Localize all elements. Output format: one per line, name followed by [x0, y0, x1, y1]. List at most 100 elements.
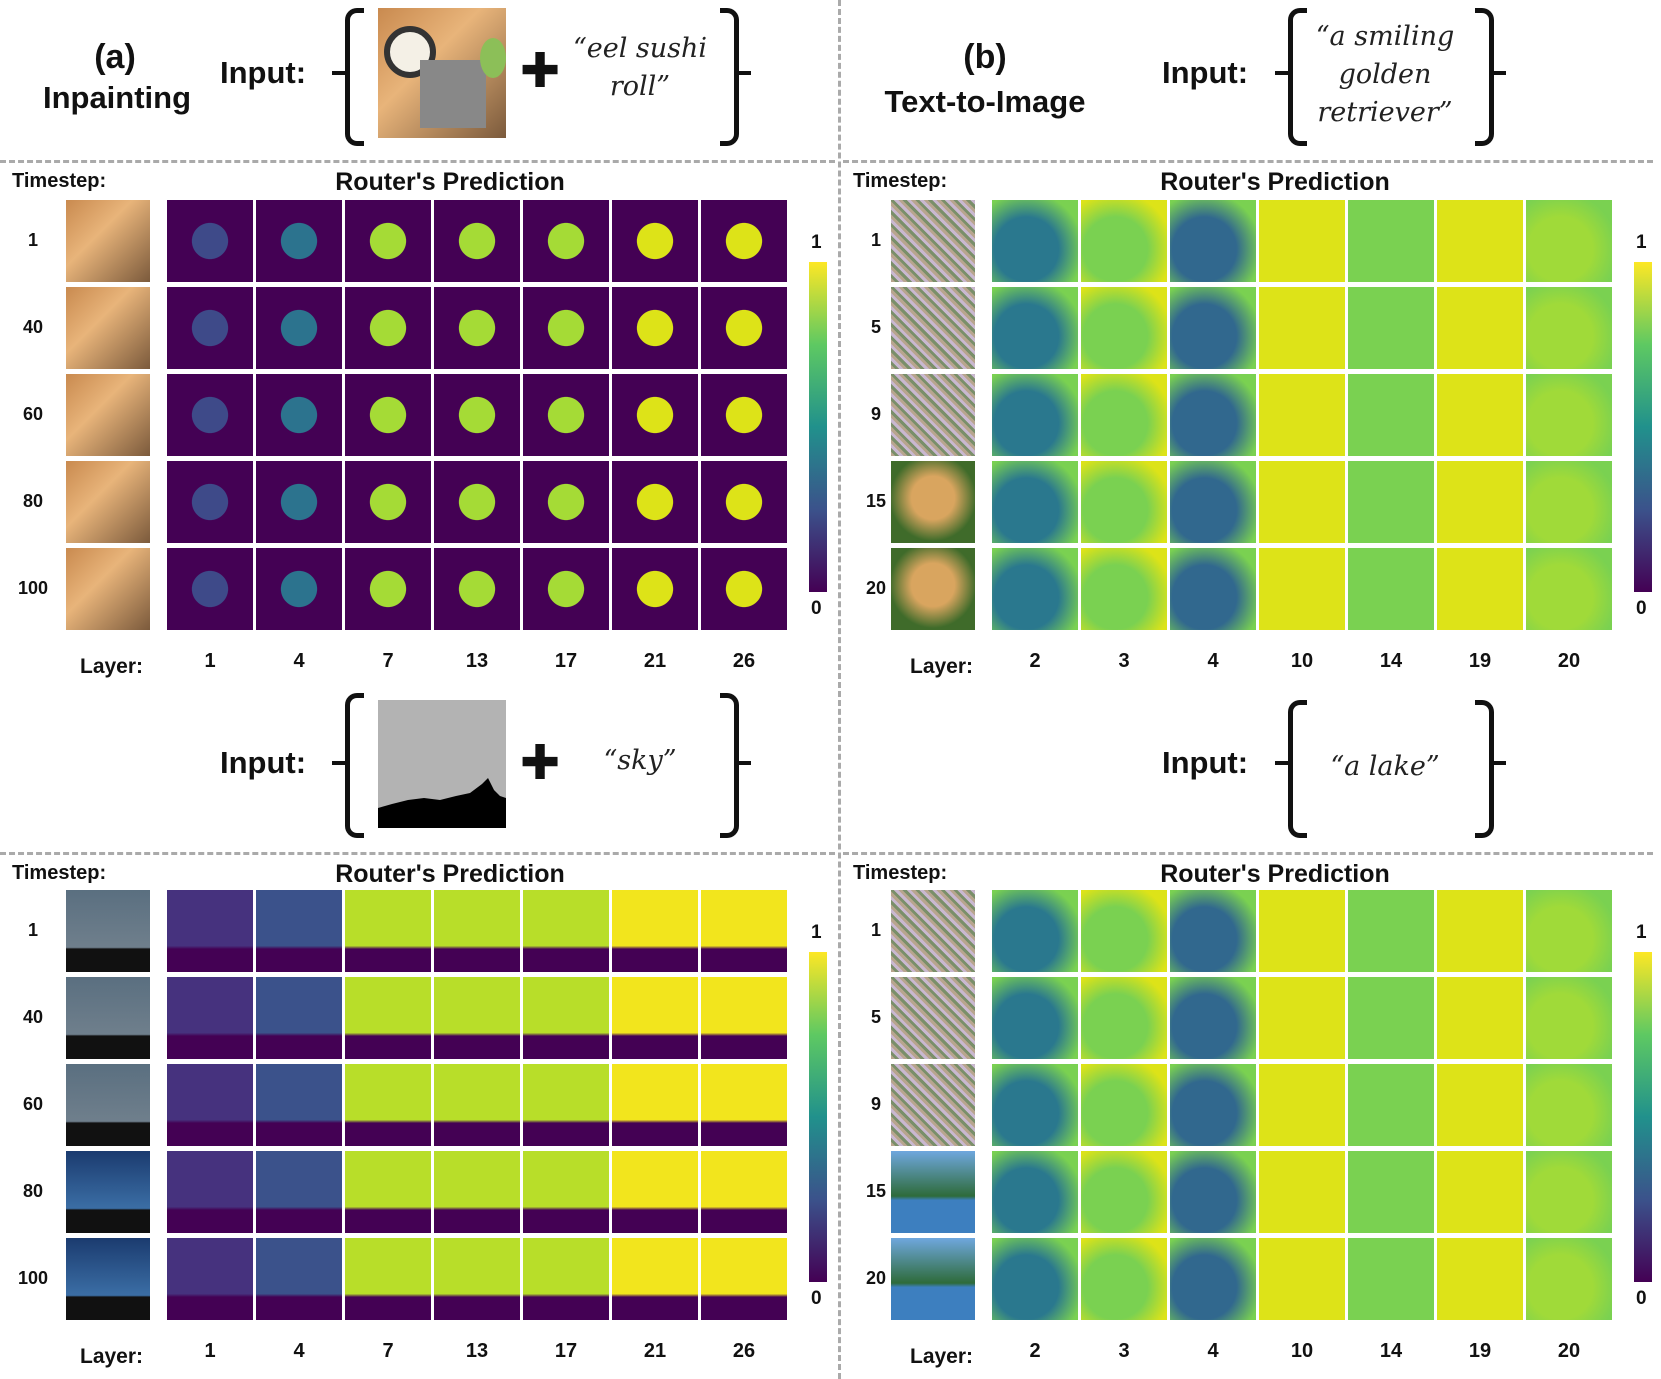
router-heatmap-tile	[612, 374, 698, 456]
timestep-row-label: 9	[870, 404, 881, 424]
timestep-row-label: 100	[17, 578, 49, 598]
router-heatmap-tile	[612, 548, 698, 630]
router-heatmap-tile	[992, 977, 1078, 1059]
router-heatmap-tile	[1437, 1064, 1523, 1146]
router-heatmap-tile	[256, 977, 342, 1059]
router-heatmap-tile	[1259, 1238, 1345, 1320]
router-heatmap-tile	[1259, 200, 1345, 282]
layer-column-label: 21	[643, 1340, 667, 1362]
colorbar	[809, 262, 827, 592]
bracket-left	[345, 693, 364, 838]
router-heatmap-tile	[345, 977, 431, 1059]
router-heatmap-tile	[612, 1064, 698, 1146]
router-heatmap-tile	[1081, 1151, 1167, 1233]
bracket-left	[345, 8, 364, 146]
router-heatmap-tile	[523, 461, 609, 543]
timestep-row-label: 1	[27, 920, 38, 940]
colorbar-max: 1	[811, 232, 822, 253]
router-heatmap-tile	[612, 461, 698, 543]
colorbar	[809, 952, 827, 1282]
router-heatmap-tile	[1170, 1151, 1256, 1233]
timestep-thumbnail	[891, 977, 975, 1059]
router-heatmap-tile	[1259, 1151, 1345, 1233]
router-heatmap-tile	[345, 1151, 431, 1233]
router-heatmap-tile	[434, 287, 520, 369]
router-heatmap-tile	[1170, 1238, 1256, 1320]
layer-column-label: 4	[1207, 650, 1219, 672]
bracket-right	[720, 8, 739, 146]
timestep-label: Timestep:	[853, 170, 948, 192]
router-heatmap-tile	[612, 890, 698, 972]
layer-column-label: 3	[1118, 650, 1130, 672]
router-heatmap-tile	[1259, 977, 1345, 1059]
bracket-tick	[332, 761, 346, 765]
router-heatmap-tile	[434, 1064, 520, 1146]
layer-column-label: 20	[1557, 650, 1581, 672]
router-heatmap-tile	[345, 200, 431, 282]
colorbar	[1634, 952, 1652, 1282]
layer-column-label: 26	[732, 1340, 756, 1362]
router-title: Router's Prediction	[335, 168, 565, 196]
router-heatmap-tile	[167, 287, 253, 369]
router-heatmap-tile	[992, 374, 1078, 456]
divider-a-bottom	[0, 852, 835, 855]
router-heatmap-tile	[523, 1238, 609, 1320]
router-heatmap-tile	[1348, 200, 1434, 282]
timestep-label: Timestep:	[12, 862, 107, 884]
router-heatmap-tile	[612, 1238, 698, 1320]
colorbar-min: 0	[1636, 598, 1647, 619]
timestep-label: Timestep:	[853, 862, 948, 884]
router-heatmap-tile	[1081, 461, 1167, 543]
router-heatmap-tile	[523, 374, 609, 456]
timestep-row-label: 40	[22, 317, 44, 337]
router-heatmap-tile	[1170, 890, 1256, 972]
layer-column-label: 1	[204, 1340, 216, 1362]
panel-b-name: Text-to-Image	[884, 84, 1086, 119]
router-heatmap-tile	[256, 890, 342, 972]
timestep-row-label: 1	[870, 230, 881, 250]
router-heatmap-tile	[1437, 374, 1523, 456]
layer-column-label: 4	[1207, 1340, 1219, 1362]
timestep-thumbnail	[66, 1064, 150, 1146]
panel-b-letter: (b)	[963, 38, 1007, 76]
router-heatmap-tile	[1348, 548, 1434, 630]
layer-column-label: 19	[1468, 1340, 1492, 1362]
bracket-right	[1475, 8, 1494, 146]
router-heatmap-tile	[1437, 977, 1523, 1059]
router-heatmap-tile	[1170, 200, 1256, 282]
timestep-thumbnail	[891, 1064, 975, 1146]
timestep-thumbnail	[891, 287, 975, 369]
router-heatmap-tile	[1348, 461, 1434, 543]
router-heatmap-tile	[1526, 890, 1612, 972]
router-heatmap-tile	[256, 287, 342, 369]
router-heatmap-tile	[345, 548, 431, 630]
plus-icon: ✚	[520, 737, 561, 790]
timestep-row-label: 15	[865, 491, 887, 511]
router-heatmap-tile	[1348, 1238, 1434, 1320]
router-heatmap-tile	[612, 287, 698, 369]
layer-column-label: 13	[465, 1340, 489, 1362]
router-heatmap-tile	[992, 890, 1078, 972]
router-heatmap-tile	[167, 461, 253, 543]
bracket-tick	[332, 71, 346, 75]
timestep-thumbnail	[891, 1238, 975, 1320]
router-heatmap-tile	[1526, 1151, 1612, 1233]
timestep-thumbnail	[891, 374, 975, 456]
router-heatmap-tile	[992, 1238, 1078, 1320]
router-heatmap-tile	[1526, 200, 1612, 282]
router-heatmap-tile	[1170, 977, 1256, 1059]
router-heatmap-tile	[345, 287, 431, 369]
router-heatmap-tile	[167, 200, 253, 282]
timestep-thumbnail	[891, 890, 975, 972]
router-heatmap-tile	[992, 461, 1078, 543]
layer-column-label: 19	[1468, 650, 1492, 672]
bracket-right	[1475, 700, 1494, 838]
bracket-tick	[1275, 71, 1289, 75]
router-heatmap-tile	[701, 548, 787, 630]
colorbar	[1634, 262, 1652, 592]
layer-column-label: 4	[293, 1340, 305, 1362]
timestep-row-label: 60	[22, 404, 44, 424]
router-heatmap-tile	[523, 890, 609, 972]
router-heatmap-tile	[1437, 200, 1523, 282]
router-heatmap-tile	[701, 287, 787, 369]
